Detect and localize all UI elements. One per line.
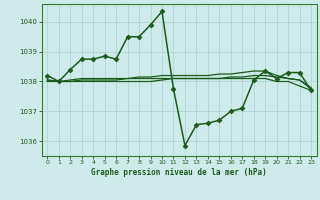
X-axis label: Graphe pression niveau de la mer (hPa): Graphe pression niveau de la mer (hPa): [91, 168, 267, 177]
